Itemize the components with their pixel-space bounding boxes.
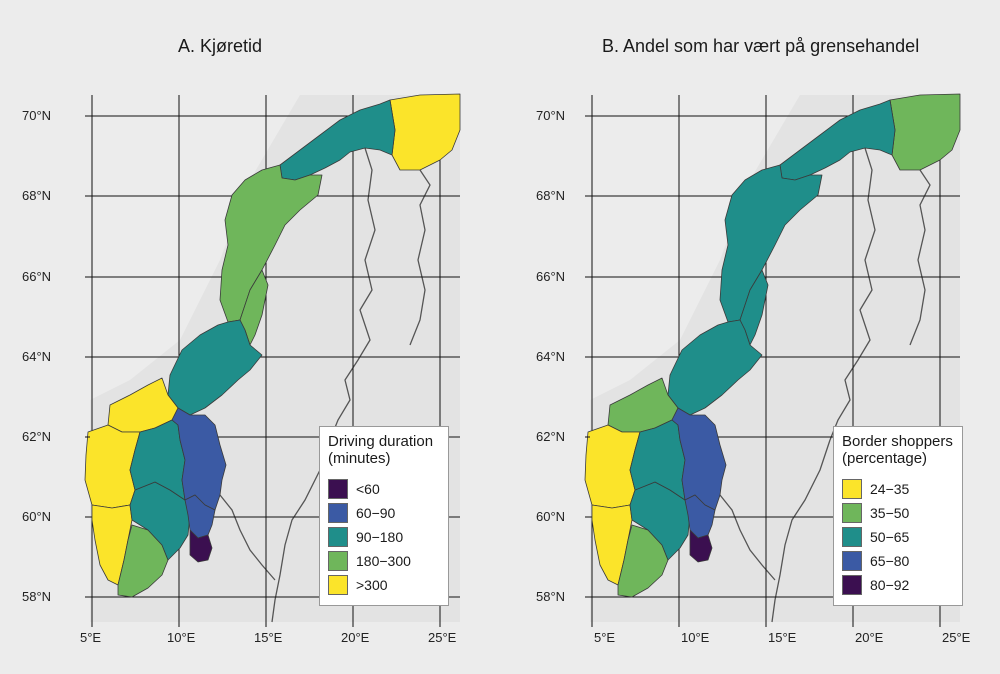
legend-swatch [842,503,862,523]
country-border-line [409,169,431,346]
legend-swatch [842,575,862,595]
latitude-label: 62°N [22,429,52,444]
legend-title-line1: Driving duration [328,433,434,450]
panel-b-legend: Border shoppers (percentage) 24−35 35−50 5… [833,426,963,606]
legend-label: <60 [356,481,380,497]
longitude-label: 25°E [428,630,457,645]
latitude-label: 70°N [536,108,566,123]
country-border-line [771,439,831,623]
panel-b-title: B. Andel som har vært på grensehandel [602,36,920,56]
latitude-label: 66°N [22,269,52,284]
latitude-label: 60°N [536,509,566,524]
legend-label: 60−90 [356,505,396,521]
legend-swatch [328,575,348,595]
longitude-label: 5°E [594,630,616,645]
latitude-label: 70°N [22,108,52,123]
legend-item: 24−35 [842,477,954,501]
latitude-label: 64°N [536,349,566,364]
legend-items: 24−35 35−50 50−65 65−80 80−92 [842,477,954,597]
longitude-label: 10°E [681,630,710,645]
legend-item: 50−65 [842,525,954,549]
legend-title-line1: Border shoppers [842,433,953,450]
panel-a-title: A. Kjøretid [178,36,263,56]
region-ostfold [189,529,213,563]
legend-label: 80−92 [870,577,910,593]
legend-title-line2: (minutes) [328,450,391,467]
legend-label: 24−35 [870,481,910,497]
region-nordland-coast [219,164,323,323]
longitude-label: 20°E [855,630,884,645]
legend-swatch [842,527,862,547]
legend-item: 80−92 [842,573,954,597]
regions [584,93,961,598]
latitude-label: 68°N [536,188,566,203]
longitude-label: 5°E [80,630,102,645]
longitude-label: 20°E [341,630,370,645]
legend-item: 35−50 [842,501,954,525]
legend-items: <60 60−90 90−180 180−300 >300 [328,477,440,597]
legend-label: 35−50 [870,505,910,521]
region-hedmark [671,407,727,511]
legend-swatch [328,503,348,523]
legend-swatch [842,479,862,499]
legend-swatch [842,551,862,571]
legend-label: 50−65 [870,529,910,545]
region-agder [617,524,669,598]
legend-title: Border shoppers (percentage) [842,433,954,467]
sea-area [590,95,800,400]
latitude-label: 60°N [22,509,52,524]
region-viken-east [684,494,716,539]
legend-item: 60−90 [328,501,440,525]
country-border-line [909,169,931,346]
region-ostfold [689,529,713,563]
latitude-label: 64°N [22,349,52,364]
longitude-label: 25°E [942,630,971,645]
country-borders [719,147,931,623]
legend-swatch [328,551,348,571]
legend-label: 90−180 [356,529,404,545]
legend-label: 65−80 [870,553,910,569]
region-agder [117,524,169,598]
country-border-line [329,147,376,441]
country-borders [219,147,431,623]
legend-label: >300 [356,577,388,593]
legend-item: 90−180 [328,525,440,549]
country-border-line [719,494,776,581]
legend-label: 180−300 [356,553,411,569]
panel-a-legend: Driving duration (minutes) <60 60−90 90−18… [319,426,449,606]
regions [84,93,461,598]
legend-item: 65−80 [842,549,954,573]
latitude-label: 66°N [536,269,566,284]
region-hedmark [171,407,227,511]
country-border-line [219,494,276,581]
sea-area [90,95,300,400]
country-border-line [271,439,331,623]
latitude-label: 58°N [536,589,566,604]
region-viken-east [184,494,216,539]
latitude-label: 58°N [22,589,52,604]
longitude-label: 15°E [254,630,283,645]
legend-item: >300 [328,573,440,597]
latitude-label: 62°N [536,429,566,444]
latitude-label: 68°N [22,188,52,203]
legend-swatch [328,527,348,547]
legend-item: <60 [328,477,440,501]
legend-item: 180−300 [328,549,440,573]
legend-swatch [328,479,348,499]
country-border-line [829,147,876,441]
longitude-label: 15°E [768,630,797,645]
legend-title: Driving duration (minutes) [328,433,440,467]
longitude-label: 10°E [167,630,196,645]
region-nordland-coast [719,164,823,323]
legend-title-line2: (percentage) [842,450,928,467]
